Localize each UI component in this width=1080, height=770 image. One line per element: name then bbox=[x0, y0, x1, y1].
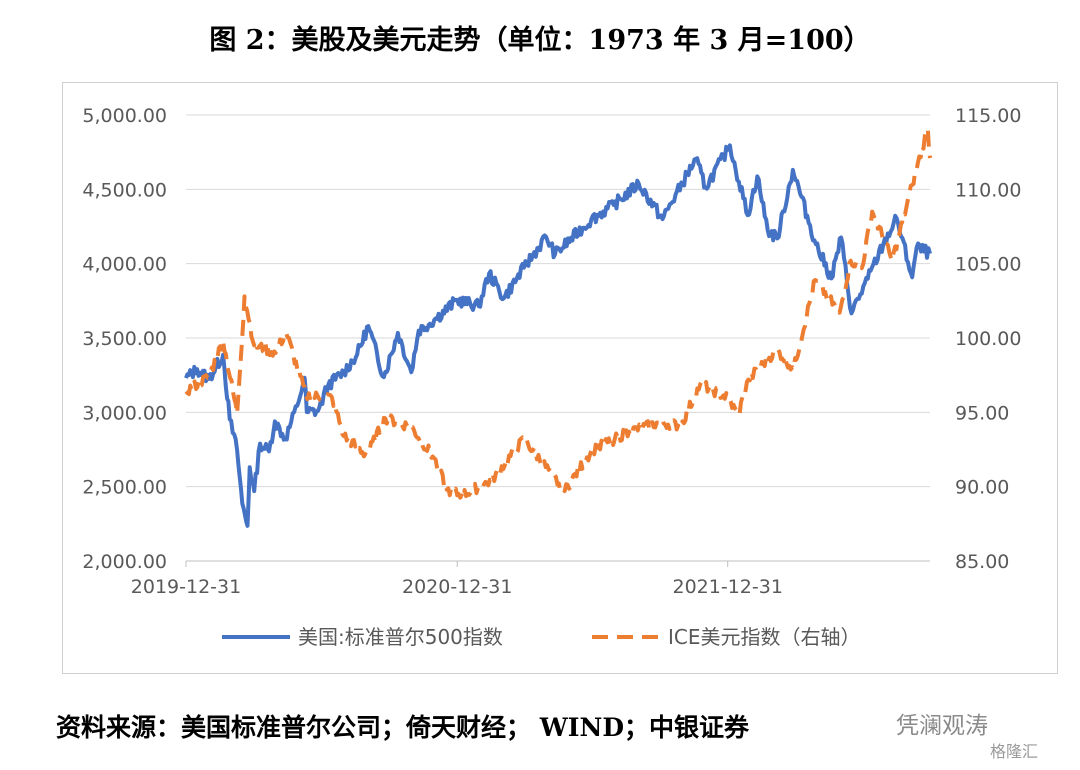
x-tick-label: 2019-12-31 bbox=[131, 576, 241, 598]
legend-item-dxy-label: ICE美元指数（右轴） bbox=[668, 625, 861, 649]
y-right-tick-label: 85.00 bbox=[955, 551, 1009, 573]
y-left-tick-label: 2,500.00 bbox=[82, 477, 167, 499]
y-left-tick-label: 3,500.00 bbox=[82, 328, 167, 350]
y-right-tick-label: 90.00 bbox=[955, 477, 1009, 499]
y-left-tick-label: 3,000.00 bbox=[82, 402, 167, 424]
y-right-tick-label: 115.00 bbox=[955, 105, 1021, 127]
source-note: 资料来源：美国标准普尔公司；倚天财经； WIND；中银证券 bbox=[56, 713, 750, 742]
legend: 美国:标准普尔500指数 ICE美元指数（右轴） bbox=[222, 625, 861, 649]
y-right-tick-label: 100.00 bbox=[955, 328, 1021, 350]
y-left-tick-label: 4,000.00 bbox=[82, 254, 167, 276]
grid-lines bbox=[185, 114, 930, 567]
legend-item-spx-label: 美国:标准普尔500指数 bbox=[298, 625, 503, 649]
series-line-spx bbox=[184, 143, 932, 528]
chart-frame bbox=[62, 82, 1058, 674]
y-right-tick-label: 110.00 bbox=[955, 179, 1021, 201]
y-right-tick-label: 95.00 bbox=[955, 402, 1009, 424]
y-left-tick-label: 5,000.00 bbox=[82, 105, 167, 127]
axis-labels: 5,000.00 4,500.00 4,000.00 3,500.00 3,000.00… bbox=[82, 105, 1021, 598]
x-tick-label: 2020-12-31 bbox=[402, 576, 512, 598]
x-tick-label: 2021-12-31 bbox=[672, 576, 782, 598]
y-left-tick-label: 4,500.00 bbox=[82, 179, 167, 201]
chart-svg: 5,000.00 4,500.00 4,000.00 3,500.00 3,000.00… bbox=[82, 105, 1021, 649]
watermark-text: 凭澜观涛 bbox=[896, 713, 988, 739]
watermark-small-text: 格隆汇 bbox=[990, 742, 1039, 761]
series-lines bbox=[184, 126, 932, 528]
y-right-tick-label: 105.00 bbox=[955, 254, 1021, 276]
series-line-dxy bbox=[184, 126, 932, 501]
chart-title: 图 2：美股及美元走势（单位：1973 年 3 月=100） bbox=[209, 25, 871, 56]
y-left-tick-label: 2,000.00 bbox=[82, 551, 167, 573]
